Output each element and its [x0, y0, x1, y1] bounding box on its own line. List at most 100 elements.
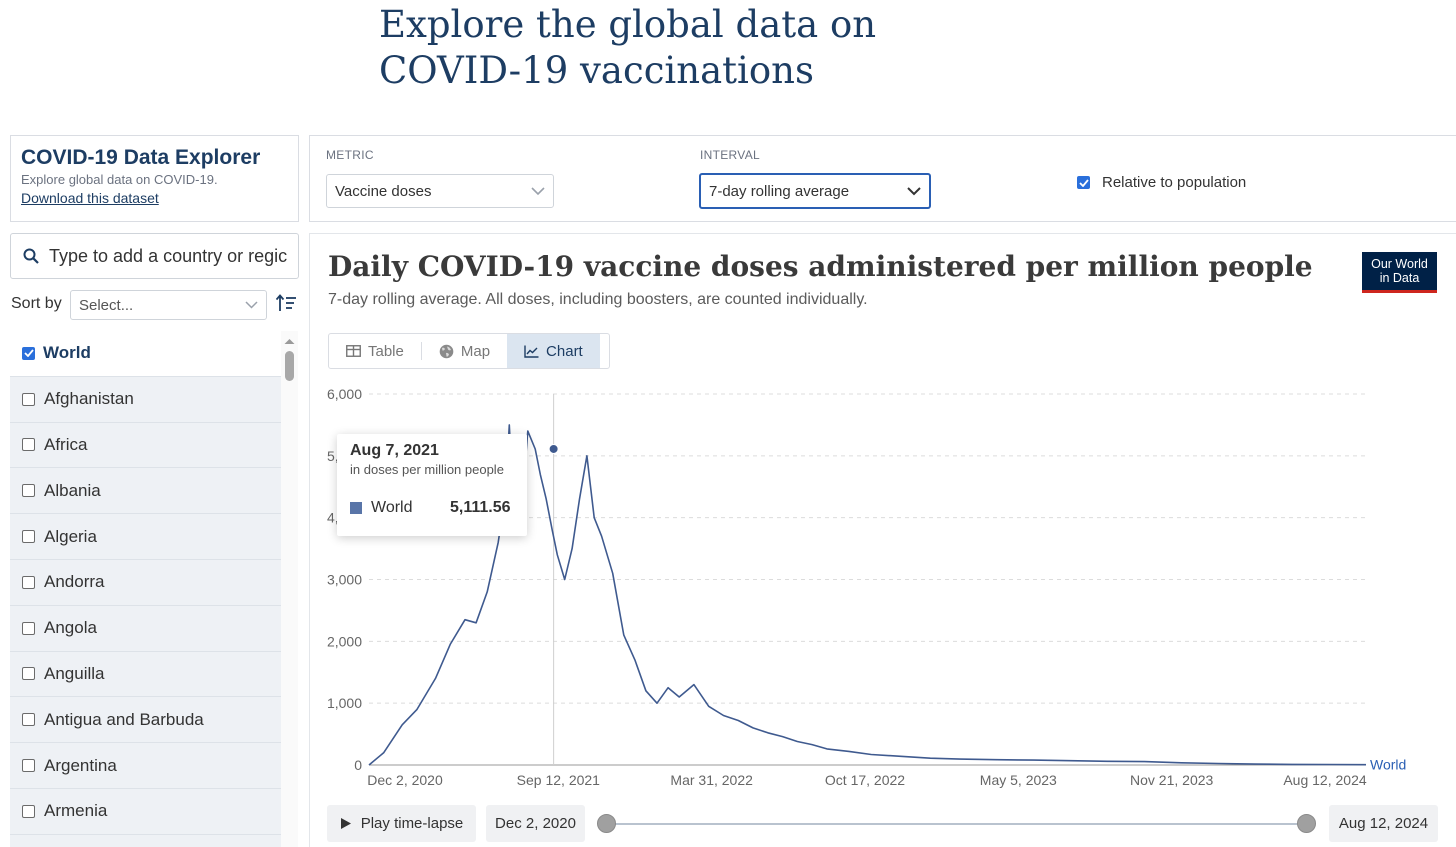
- tooltip-series-name: World: [371, 499, 413, 516]
- checkbox-icon[interactable]: [22, 392, 35, 406]
- scrollbar-thumb[interactable]: [285, 351, 294, 381]
- explorer-header: COVID-19 Data Explorer Explore global da…: [10, 135, 299, 222]
- owid-logo[interactable]: Our World in Data: [1362, 252, 1437, 293]
- timeline-end-handle[interactable]: [1297, 814, 1316, 833]
- checkbox-icon[interactable]: [22, 759, 35, 773]
- chart-title: Daily COVID-19 vaccine doses administere…: [328, 250, 1313, 283]
- y-tick-label: 2,000: [327, 633, 362, 649]
- metric-dropdown[interactable]: Vaccine doses: [326, 174, 554, 208]
- logo-line-1: Our World: [1371, 257, 1428, 271]
- line-chart-icon: [524, 345, 539, 358]
- country-label: Antigua and Barbuda: [44, 709, 204, 729]
- download-dataset-link[interactable]: Download this dataset: [21, 190, 159, 206]
- country-item[interactable]: Antigua and Barbuda: [10, 697, 281, 744]
- country-label: Albania: [44, 480, 101, 500]
- country-label: Argentina: [44, 755, 117, 775]
- checkbox-icon[interactable]: [22, 484, 35, 498]
- tab-table-label: Table: [368, 342, 404, 360]
- tab-map[interactable]: Map: [422, 334, 507, 368]
- sort-label: Sort by: [11, 295, 62, 312]
- y-tick-label: 3,000: [327, 572, 362, 588]
- y-tick-label: 1,000: [327, 695, 362, 711]
- sort-select[interactable]: Select...: [70, 290, 267, 320]
- country-item[interactable]: World: [10, 331, 281, 377]
- relative-to-population-toggle[interactable]: Relative to population: [1077, 174, 1246, 191]
- explorer-title: COVID-19 Data Explorer: [21, 146, 261, 169]
- chart-panel: [309, 233, 1456, 847]
- country-label: Angola: [44, 618, 97, 638]
- checkbox-icon[interactable]: [22, 667, 35, 681]
- sort-order-icon[interactable]: [276, 293, 298, 313]
- interval-value: 7-day rolling average: [709, 182, 850, 200]
- checkbox-icon[interactable]: [22, 438, 35, 452]
- relative-to-population-label: Relative to population: [1102, 174, 1247, 191]
- timeline-track[interactable]: [606, 823, 1306, 825]
- country-item[interactable]: Africa: [10, 423, 281, 469]
- chevron-down-icon: [907, 186, 921, 195]
- chevron-down-icon: [245, 301, 258, 309]
- play-timelapse-button[interactable]: Play time-lapse: [327, 805, 476, 842]
- tooltip-unit: in doses per million people: [350, 462, 504, 477]
- checkbox-icon[interactable]: [22, 575, 35, 589]
- sort-value: Select...: [79, 296, 134, 314]
- country-label: World: [43, 343, 91, 363]
- x-tick-label: Mar 31, 2022: [670, 772, 753, 788]
- country-label: Anguilla: [44, 663, 105, 683]
- search-icon: [23, 248, 39, 264]
- x-tick-label: Nov 21, 2023: [1130, 772, 1213, 788]
- explorer-subtitle: Explore global data on COVID-19.: [21, 172, 218, 187]
- play-timelapse-label: Play time-lapse: [360, 815, 464, 832]
- hover-point: [548, 443, 559, 454]
- country-item[interactable]: Afghanistan: [10, 377, 281, 423]
- country-item[interactable]: Argentina: [10, 743, 281, 789]
- y-tick-label: 6,000: [327, 386, 362, 402]
- country-label: Afghanistan: [44, 389, 134, 409]
- timeline-start-date[interactable]: Dec 2, 2020: [486, 805, 585, 842]
- country-item[interactable]: Armenia: [10, 789, 281, 835]
- tab-table[interactable]: Table: [329, 334, 421, 368]
- interval-label: INTERVAL: [700, 148, 760, 162]
- country-label: Algeria: [44, 526, 97, 546]
- y-tick-label: 0: [354, 757, 362, 773]
- country-item[interactable]: Algeria: [10, 514, 281, 560]
- country-item[interactable]: Albania: [10, 468, 281, 515]
- checkbox-checked-icon[interactable]: [22, 346, 35, 360]
- scroll-up-icon[interactable]: [281, 335, 298, 347]
- checkbox-icon[interactable]: [22, 530, 35, 544]
- tooltip-swatch: [350, 502, 362, 514]
- tab-map-label: Map: [460, 342, 491, 360]
- x-tick-label: May 5, 2023: [980, 772, 1057, 788]
- timeline-end-date[interactable]: Aug 12, 2024: [1329, 805, 1438, 842]
- x-tick-label: Dec 2, 2020: [367, 772, 443, 788]
- tab-chart[interactable]: Chart: [507, 334, 600, 368]
- chevron-down-icon: [531, 186, 545, 195]
- logo-line-2: in Data: [1379, 271, 1420, 285]
- tab-chart-label: Chart: [546, 342, 583, 360]
- x-tick-label: Sep 12, 2021: [517, 772, 601, 788]
- chart-subtitle: 7-day rolling average. All doses, includ…: [328, 291, 868, 308]
- country-search[interactable]: Type to add a country or regic: [10, 233, 299, 279]
- timeline-start-handle[interactable]: [597, 814, 616, 833]
- country-label: Andorra: [44, 572, 105, 592]
- chart-tooltip: Aug 7, 2021 in doses per million people …: [337, 434, 527, 536]
- checkbox-icon[interactable]: [22, 621, 35, 635]
- country-label: Armenia: [44, 801, 108, 821]
- country-list-scrollbar[interactable]: [281, 331, 298, 847]
- table-icon: [346, 345, 361, 357]
- x-tick-label: Aug 12, 2024: [1283, 772, 1367, 788]
- series-end-label: World: [1370, 757, 1406, 773]
- country-item[interactable]: Angola: [10, 606, 281, 652]
- x-tick-label: Oct 17, 2022: [825, 772, 905, 788]
- checkbox-checked-icon[interactable]: [1077, 176, 1090, 189]
- checkbox-icon[interactable]: [22, 713, 35, 727]
- country-item[interactable]: Anguilla: [10, 652, 281, 698]
- checkbox-icon[interactable]: [22, 804, 35, 818]
- country-list: World Afghanistan Africa Albania Algeria Ando…: [10, 331, 281, 847]
- tooltip-date: Aug 7, 2021: [350, 442, 439, 459]
- search-input[interactable]: Type to add a country or regic: [49, 245, 288, 266]
- metric-label: METRIC: [326, 148, 374, 162]
- country-item[interactable]: Andorra: [10, 560, 281, 606]
- tooltip-value: 5,111.56: [450, 499, 511, 516]
- interval-dropdown[interactable]: 7-day rolling average: [699, 173, 931, 209]
